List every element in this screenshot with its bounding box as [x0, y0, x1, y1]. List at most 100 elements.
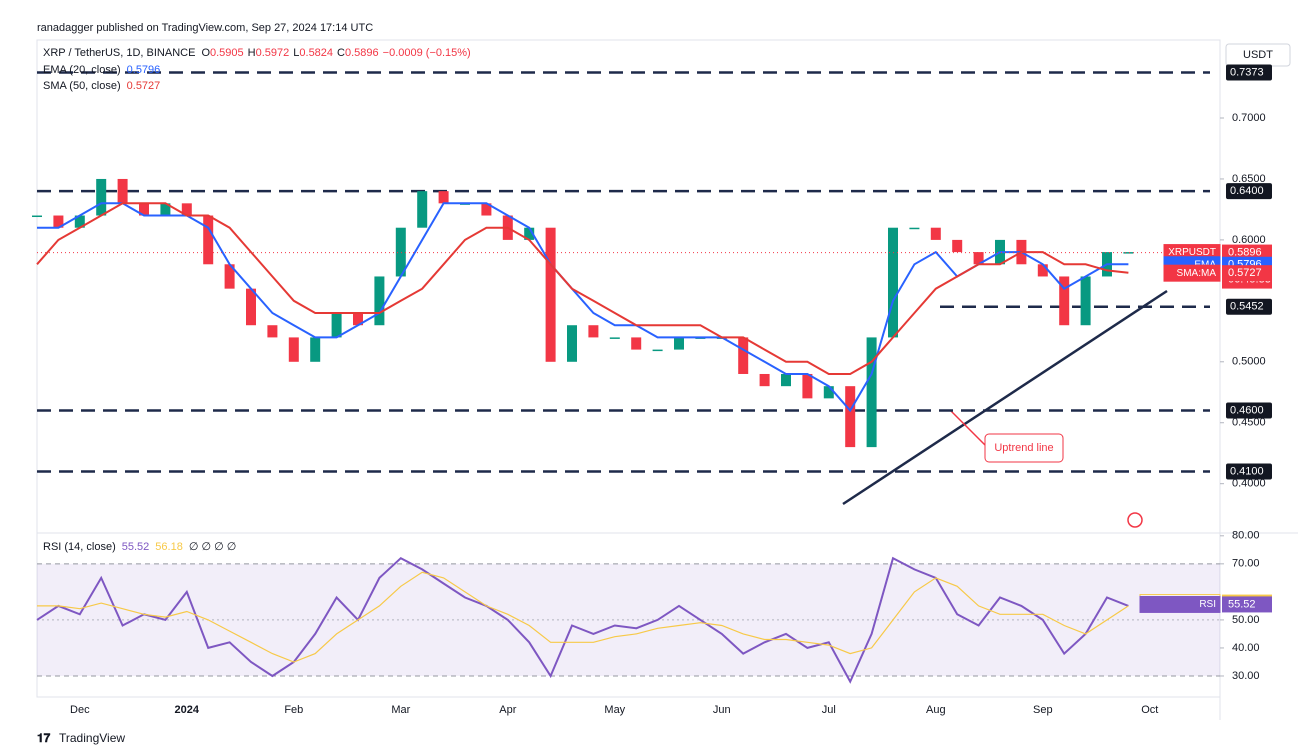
x-tick-label: Aug — [926, 704, 946, 716]
rsi-legend-value: 56.18 — [155, 541, 183, 553]
rsi-legend-value: 55.52 — [122, 541, 150, 553]
rsi-name: RSI (14, close) — [43, 541, 116, 553]
ohlc-label: C — [337, 47, 345, 59]
legend-indicator: EMA (20, close) 0.5796 — [43, 64, 160, 76]
indicator-value: 0.5796 — [127, 64, 161, 76]
price-bar — [117, 178, 128, 204]
y-tick-label: 0.6000 — [1232, 234, 1266, 246]
series-line — [36, 202, 1129, 375]
badge — [1222, 596, 1272, 613]
price-bar — [32, 215, 42, 218]
y-tick-label: 40.00 — [1232, 642, 1260, 654]
ohlc-value: 0.5824 — [299, 47, 333, 59]
badge-name-box — [1163, 264, 1221, 282]
x-tick-label: Sep — [1033, 704, 1053, 716]
legend-indicator: SMA (50, close) 0.5727 — [43, 80, 160, 92]
price-bar — [96, 178, 107, 216]
x-tick-label: Oct — [1141, 704, 1158, 716]
price-bar — [160, 203, 171, 216]
x-tick-label: Apr — [499, 704, 516, 716]
price-bar — [909, 227, 920, 230]
level-badge — [1226, 298, 1272, 315]
badge — [1222, 265, 1272, 282]
price-bar — [781, 373, 791, 387]
badge-value: 55.52 — [1228, 598, 1256, 610]
price-bar — [267, 325, 278, 338]
price-bar — [181, 203, 192, 216]
price-bar — [567, 325, 577, 362]
x-tick-label: Feb — [284, 704, 303, 716]
price-bar — [759, 373, 770, 387]
price-bar — [74, 215, 85, 228]
level-label: 0.5452 — [1230, 301, 1264, 313]
price-bar — [674, 337, 684, 350]
level-badge — [1226, 402, 1272, 419]
price-bar — [1037, 264, 1048, 277]
price-bar — [53, 215, 64, 228]
logo-mark: 𝟏𝟕 — [37, 731, 51, 745]
badge-name: SMA:MA — [1177, 268, 1217, 279]
series-line — [37, 571, 1129, 663]
indicator-name: EMA (20, close) — [43, 64, 121, 76]
change: −0.0009 (−0.15%) — [383, 47, 471, 59]
price-bar — [353, 313, 363, 326]
price-bar — [588, 325, 599, 338]
y-tick-label: 50.00 — [1232, 614, 1260, 626]
level-badge — [1226, 183, 1272, 200]
level-badge — [1226, 64, 1272, 81]
ohlc-value: 0.5905 — [210, 47, 244, 59]
currency[interactable]: USDT — [1243, 49, 1273, 61]
price-bar — [374, 276, 385, 326]
y-tick-label: 0.4500 — [1232, 417, 1266, 429]
price-bar — [417, 191, 428, 228]
badge-name: XRPUSDT — [1168, 247, 1216, 258]
price-bar — [395, 227, 406, 277]
y-tick-label: 0.5000 — [1232, 356, 1266, 368]
x-tick-label: Dec — [70, 704, 90, 716]
price-bar — [524, 227, 535, 240]
rsi-extra: ∅ ∅ ∅ ∅ — [189, 541, 237, 553]
price-bar — [973, 252, 984, 265]
price-bar — [481, 203, 492, 216]
ohlc-value: 0.5896 — [345, 47, 379, 59]
badge-value: 0.5727 — [1228, 267, 1262, 279]
annotation-box — [984, 433, 1064, 463]
y-tick-label: 0.4000 — [1232, 478, 1266, 490]
x-tick-label: Mar — [391, 704, 410, 716]
legend-rsi: RSI (14, close) 55.52 56.18 ∅ ∅ ∅ ∅ — [43, 541, 236, 553]
price-bar — [930, 227, 941, 240]
price-bar — [631, 337, 642, 350]
byline: ranadagger published on TradingView.com,… — [37, 22, 373, 34]
x-tick-label: May — [604, 704, 625, 716]
price-bar — [823, 386, 834, 399]
annotation: Uptrend line — [994, 442, 1053, 454]
legend-main: XRP / TetherUS, 1D, BINANCE O0.5905 H0.597… — [43, 47, 471, 59]
symbol: XRP / TetherUS, 1D, BINANCE — [43, 47, 195, 59]
price-bar — [952, 239, 963, 253]
price-bar — [1059, 276, 1070, 326]
price-bar — [545, 227, 556, 362]
level-label: 0.4100 — [1230, 465, 1264, 477]
level-label: 0.4600 — [1230, 404, 1264, 416]
y-tick-label: 30.00 — [1232, 670, 1260, 682]
annotation-pointer — [949, 409, 986, 446]
level-label: 0.6400 — [1230, 185, 1264, 197]
ohlc-label: H — [248, 47, 256, 59]
y-tick-label: 80.00 — [1232, 530, 1260, 542]
x-tick-label: 2024 — [175, 704, 200, 716]
ohlc-label: O — [201, 47, 210, 59]
price-bar — [288, 337, 299, 362]
price-bar — [438, 191, 449, 204]
level-label: 0.7373 — [1230, 66, 1264, 78]
price-bar — [866, 337, 877, 448]
price-bar — [609, 337, 620, 339]
price-bar — [1080, 276, 1091, 326]
price-bar — [1123, 252, 1134, 254]
price-bar — [246, 288, 256, 326]
price-bar — [738, 337, 749, 374]
alert-icon[interactable] — [1127, 512, 1143, 528]
y-tick-label: 0.6500 — [1232, 173, 1266, 185]
price-bar — [139, 203, 149, 216]
ohlc-label: L — [293, 47, 299, 59]
